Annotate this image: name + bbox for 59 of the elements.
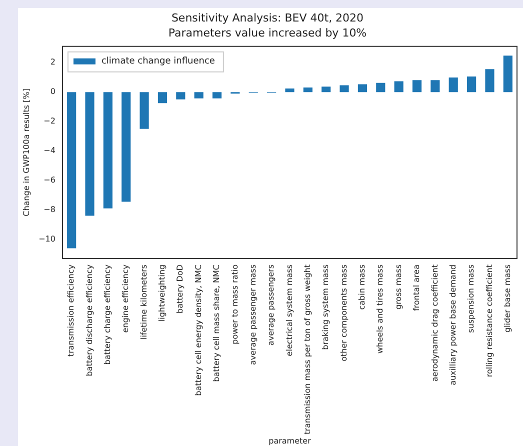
chart-title: Sensitivity Analysis: BEV 40t, 2020	[171, 11, 364, 24]
x-axis-title: parameter	[268, 436, 312, 446]
bar	[176, 92, 186, 100]
x-tick-label: frontal area	[412, 264, 422, 312]
x-tick-label: transmission efficiency	[66, 264, 76, 357]
bar	[194, 92, 204, 98]
bar	[103, 92, 112, 208]
y-tick-label: −8	[44, 204, 56, 214]
bar	[303, 87, 312, 92]
legend-label: climate change influence	[101, 56, 216, 67]
bar	[448, 77, 458, 92]
x-tick-label: braking system mass	[321, 264, 330, 350]
bar	[412, 80, 422, 92]
bar	[340, 85, 349, 92]
x-tick-label: auxilliary power base demand	[448, 264, 458, 386]
x-tick-label: lifetime kilometers	[139, 264, 148, 340]
x-tick-label: rolling resistance coefficient	[484, 264, 494, 378]
y-tick-label: −6	[44, 176, 56, 185]
bar	[322, 86, 331, 92]
y-tick-label: −10	[38, 234, 56, 244]
x-tick-label: glider base mass	[502, 264, 512, 333]
bar	[158, 92, 168, 104]
x-tick-label: transmission mass per ton of gross weight	[303, 264, 312, 434]
x-tick-label: battery DoD	[176, 264, 185, 314]
bar	[212, 92, 222, 98]
y-tick-label: −4	[44, 146, 56, 156]
x-tick-label: average passenger mass	[248, 264, 258, 365]
chart-subtitle: Parameters value increased by 10%	[168, 26, 367, 40]
y-axis-title: Change in GWP100a results [%]	[22, 88, 31, 216]
x-tick-label: electrical system mass	[284, 264, 294, 356]
x-tick-label: suspension mass	[466, 264, 476, 333]
x-tick-label: other components mass	[339, 264, 348, 362]
x-tick-label: aerodynamic drag coefficient	[430, 264, 440, 382]
bar	[394, 81, 404, 92]
bar	[503, 56, 512, 92]
bar	[85, 92, 94, 216]
x-tick-label: gross mass	[394, 264, 403, 310]
x-tick-label: battery cell energy density, NMC	[194, 264, 203, 396]
x-tick-label: average passengers	[266, 264, 276, 346]
y-tick-label: 0	[50, 87, 56, 96]
x-tick-label: battery charge efficiency	[103, 264, 112, 365]
bar	[358, 84, 368, 92]
y-tick-label: −2	[44, 116, 56, 126]
bar	[467, 76, 476, 92]
bar	[122, 92, 131, 202]
y-tick-label: 2	[50, 58, 56, 67]
x-tick-label: wheels and tires mass	[376, 264, 385, 354]
bar	[376, 82, 386, 92]
x-tick-label: engine efficiency	[121, 264, 130, 333]
x-tick-label: battery cell mass share, NMC	[212, 264, 222, 382]
bar	[430, 80, 440, 92]
bar	[140, 92, 149, 129]
x-tick-label: lightweighting	[158, 264, 167, 322]
bar	[67, 92, 76, 248]
bar	[285, 88, 294, 92]
bar	[485, 69, 494, 92]
x-tick-label: power to mass ratio	[230, 264, 240, 344]
x-tick-label: cabin mass	[358, 264, 367, 310]
x-tick-label: battery discharge efficiency	[84, 264, 94, 376]
